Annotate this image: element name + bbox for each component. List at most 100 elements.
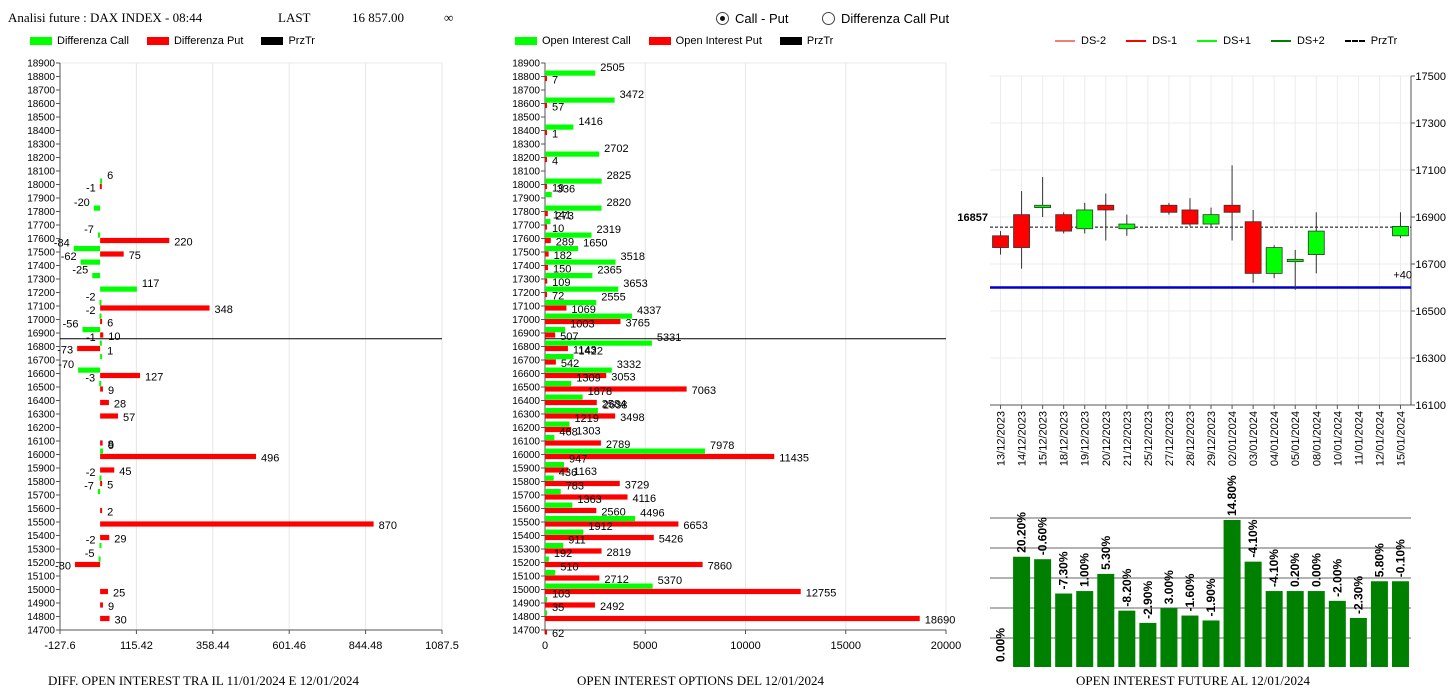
- x-tick-label: 10/01/2024: [1332, 411, 1344, 466]
- y-tick-label: 18200: [512, 153, 540, 164]
- legend-diff-prztr: PrzTr: [288, 35, 315, 47]
- data-label-call: 1650: [583, 238, 607, 250]
- bar-put: [545, 129, 547, 136]
- data-label-call: 911: [568, 535, 586, 547]
- bar-call: [545, 381, 572, 387]
- oi-bar: [1391, 581, 1409, 667]
- data-label-put: 5: [107, 480, 113, 492]
- y-tick-label: 17900: [27, 194, 55, 205]
- bar-call: [545, 489, 561, 495]
- y-tick-label: 16200: [27, 423, 55, 434]
- infinity-symbol[interactable]: ∞: [444, 10, 454, 25]
- candle-up: [1392, 225, 1409, 237]
- y-tick-label: 15900: [512, 464, 540, 475]
- bar-put: [545, 615, 920, 622]
- y-tick-label: 14900: [27, 599, 55, 610]
- data-label-call: -20: [74, 197, 90, 209]
- radio-call-put[interactable]: Call - Put: [716, 11, 788, 26]
- bar-put: [545, 453, 775, 460]
- oi-bar-label: 1.00%: [1078, 553, 1092, 587]
- bar-put: [100, 440, 103, 446]
- y-tick-label: 16700: [27, 356, 55, 367]
- bar-call: [545, 354, 574, 360]
- data-label-put: -73: [57, 345, 73, 357]
- bar-call: [545, 435, 555, 441]
- bar-call: [545, 448, 705, 454]
- y-tick-label: 16800: [27, 342, 55, 353]
- legend-prztr: PrzTr: [1370, 35, 1398, 47]
- y-tick-label: 16800: [512, 342, 540, 353]
- data-label-put: 1: [552, 129, 558, 141]
- bar-put: [545, 75, 547, 82]
- y-tick-label: 18400: [27, 126, 55, 137]
- y-tick-label: 15800: [27, 477, 55, 488]
- x-tick-label: 844.48: [349, 640, 383, 652]
- y-tick-label: 17300: [1415, 118, 1446, 130]
- x-tick-label: 08/01/2024: [1311, 411, 1323, 466]
- bar-call: [92, 273, 101, 279]
- prztr-label: 16857: [957, 212, 988, 224]
- bar-put: [100, 534, 110, 541]
- x-tick-label: 25/12/2023: [1143, 411, 1155, 466]
- y-tick-label: 17800: [27, 207, 55, 218]
- bar-call: [545, 408, 598, 414]
- y-tick-label: 14700: [512, 626, 540, 637]
- bar-put: [545, 264, 549, 271]
- y-tick-label: 17900: [512, 194, 540, 205]
- bar-put: [545, 534, 654, 541]
- candle-down: [992, 235, 1009, 248]
- data-label-put: 19: [552, 183, 564, 195]
- data-label-call: 9: [108, 440, 114, 452]
- data-label-put: 141: [553, 210, 571, 222]
- y-tick-label: 17600: [512, 234, 540, 245]
- data-label-call: 2825: [607, 170, 631, 182]
- data-label-call: 2319: [596, 224, 620, 236]
- data-label-call: -2: [86, 292, 96, 304]
- bar-call: [73, 246, 101, 252]
- y-tick-label: 17300: [512, 275, 540, 286]
- y-tick-label: 16100: [512, 437, 540, 448]
- y-tick-label: 14700: [27, 626, 55, 637]
- data-label-call: 2820: [607, 197, 631, 209]
- y-tick-label: 18800: [512, 72, 540, 83]
- y-tick-label: 16100: [27, 437, 55, 448]
- y-tick-label: 17700: [512, 221, 540, 232]
- bar-call: [545, 583, 653, 589]
- bar-call: [99, 300, 102, 306]
- data-label-put: 9: [108, 385, 114, 397]
- oi-bar-label: 0.00%: [1309, 553, 1323, 587]
- x-tick-label: 15/01/2024: [1395, 411, 1407, 466]
- oi-bar: [1202, 620, 1220, 667]
- data-label-put: 7063: [692, 385, 716, 397]
- bar-call: [99, 543, 102, 549]
- legend-ds-2: DS-2: [1081, 35, 1107, 47]
- radio-selected-icon[interactable]: [716, 12, 729, 25]
- x-tick-label: 601.46: [272, 640, 306, 652]
- level-label: +40: [1393, 270, 1412, 282]
- bar-call: [545, 475, 554, 481]
- x-tick-label: 10000: [730, 640, 761, 652]
- candle-down: [1160, 204, 1178, 213]
- bar-call: [100, 354, 103, 360]
- data-label-call: 947: [569, 454, 587, 466]
- data-label-put: 25: [113, 588, 125, 600]
- y-tick-label: 16500: [512, 383, 540, 394]
- bar-put: [545, 426, 572, 433]
- data-label-call: -5: [85, 548, 95, 560]
- data-label-call: 1: [107, 346, 113, 358]
- bar-put: [100, 372, 141, 379]
- data-label-call: 4337: [637, 305, 661, 317]
- bar-put: [100, 413, 119, 419]
- radio-unselected-icon[interactable]: [822, 12, 835, 25]
- data-label-put: 11435: [779, 453, 809, 465]
- y-tick-label: 18000: [27, 180, 55, 191]
- y-tick-label: 15300: [27, 545, 55, 556]
- y-tick-label: 18000: [512, 180, 540, 191]
- bar-call: [545, 570, 556, 576]
- oi-bar: [1076, 591, 1094, 667]
- data-label-put: 6653: [683, 520, 707, 532]
- legend-diff-call: Differenza Call: [57, 35, 129, 47]
- data-label-put: 4116: [633, 493, 657, 505]
- radio-differenza-call-put[interactable]: Differenza Call Put: [822, 11, 949, 26]
- bar-call: [545, 124, 574, 130]
